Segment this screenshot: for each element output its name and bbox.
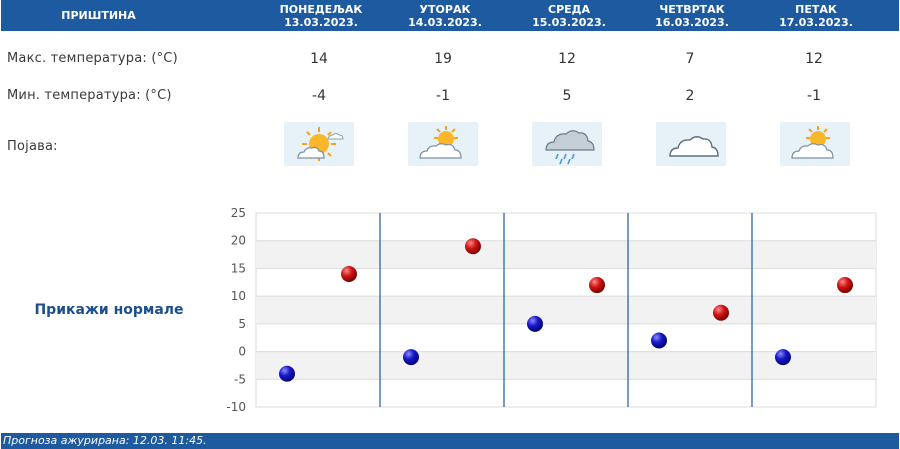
show-normals-link[interactable]: Прикажи нормале <box>34 302 184 318</box>
y-tick-label: 0 <box>238 345 246 359</box>
day-name: СРЕДА <box>548 2 590 16</box>
min-temp-day-2: -1 <box>436 88 450 104</box>
grid-band <box>256 351 876 380</box>
max-temp-day-3: 12 <box>558 51 576 67</box>
day-date: 14.03.2023. <box>408 15 482 29</box>
day-date: 17.03.2023. <box>779 15 853 29</box>
min-temp-point <box>651 332 667 349</box>
min-temp-point <box>403 349 419 366</box>
grid-band <box>256 240 876 269</box>
day-header-3: СРЕДА 15.03.2023. <box>509 0 629 31</box>
min-temp-point <box>775 349 791 366</box>
forecast-header: ПРИШТИНА ПОНЕДЕЉАК 13.03.2023. УТОРАК 14… <box>1 0 899 31</box>
max-temp-label: Макс. температура: (°C) <box>7 51 178 66</box>
max-temp-point <box>589 277 605 294</box>
y-tick-label: 15 <box>231 261 246 275</box>
cloud-icon <box>656 122 726 166</box>
grid-band <box>256 296 876 324</box>
y-tick-label: 25 <box>231 206 246 220</box>
day-header-1: ПОНЕДЕЉАК 13.03.2023. <box>261 0 381 31</box>
cloud-rain-icon <box>532 122 602 166</box>
forecast-updated-text: Прогноза ажурирана: 12.03. 11:45. <box>3 434 207 447</box>
day-date: 13.03.2023. <box>284 15 358 29</box>
day-header-5: ПЕТАК 17.03.2023. <box>756 0 876 31</box>
sun-cloud-icon <box>284 122 354 166</box>
max-temp-point <box>837 277 853 294</box>
min-temp-point <box>527 315 543 332</box>
phenomenon-label: Појава: <box>7 139 58 154</box>
max-temp-point <box>341 265 357 282</box>
cloud-sun-icon <box>780 122 850 166</box>
max-temp-point <box>713 304 729 321</box>
day-date: 16.03.2023. <box>655 15 729 29</box>
min-temp-label: Мин. температура: (°C) <box>7 88 172 103</box>
y-tick-label: -5 <box>234 372 246 386</box>
y-tick-label: 5 <box>238 317 246 331</box>
day-header-4: ЧЕТВРТАК 16.03.2023. <box>632 0 752 31</box>
min-temp-day-1: -4 <box>312 88 326 104</box>
min-temp-point <box>279 365 295 382</box>
cloud-sun-icon <box>408 122 478 166</box>
day-header-2: УТОРАК 14.03.2023. <box>385 0 505 31</box>
day-date: 15.03.2023. <box>532 15 606 29</box>
min-temp-day-3: 5 <box>562 88 572 104</box>
day-name: ПЕТАК <box>795 2 837 16</box>
max-temp-day-1: 14 <box>310 51 328 67</box>
day-name: ЧЕТВРТАК <box>659 2 725 16</box>
day-name: УТОРАК <box>419 2 471 16</box>
day-name: ПОНЕДЕЉАК <box>279 2 363 16</box>
y-tick-label: 10 <box>231 289 246 303</box>
y-tick-label: 20 <box>231 234 246 248</box>
city-name: ПРИШТИНА <box>61 9 136 22</box>
max-temp-day-4: 7 <box>685 51 695 67</box>
min-temp-day-4: 2 <box>685 88 695 104</box>
max-temp-day-2: 19 <box>434 51 452 67</box>
max-temp-day-5: 12 <box>805 51 823 67</box>
max-temp-point <box>465 238 481 255</box>
min-temp-day-5: -1 <box>807 88 821 104</box>
footer-bar: Прогноза ажурирана: 12.03. 11:45. <box>1 433 899 449</box>
y-tick-label: -10 <box>226 400 246 414</box>
